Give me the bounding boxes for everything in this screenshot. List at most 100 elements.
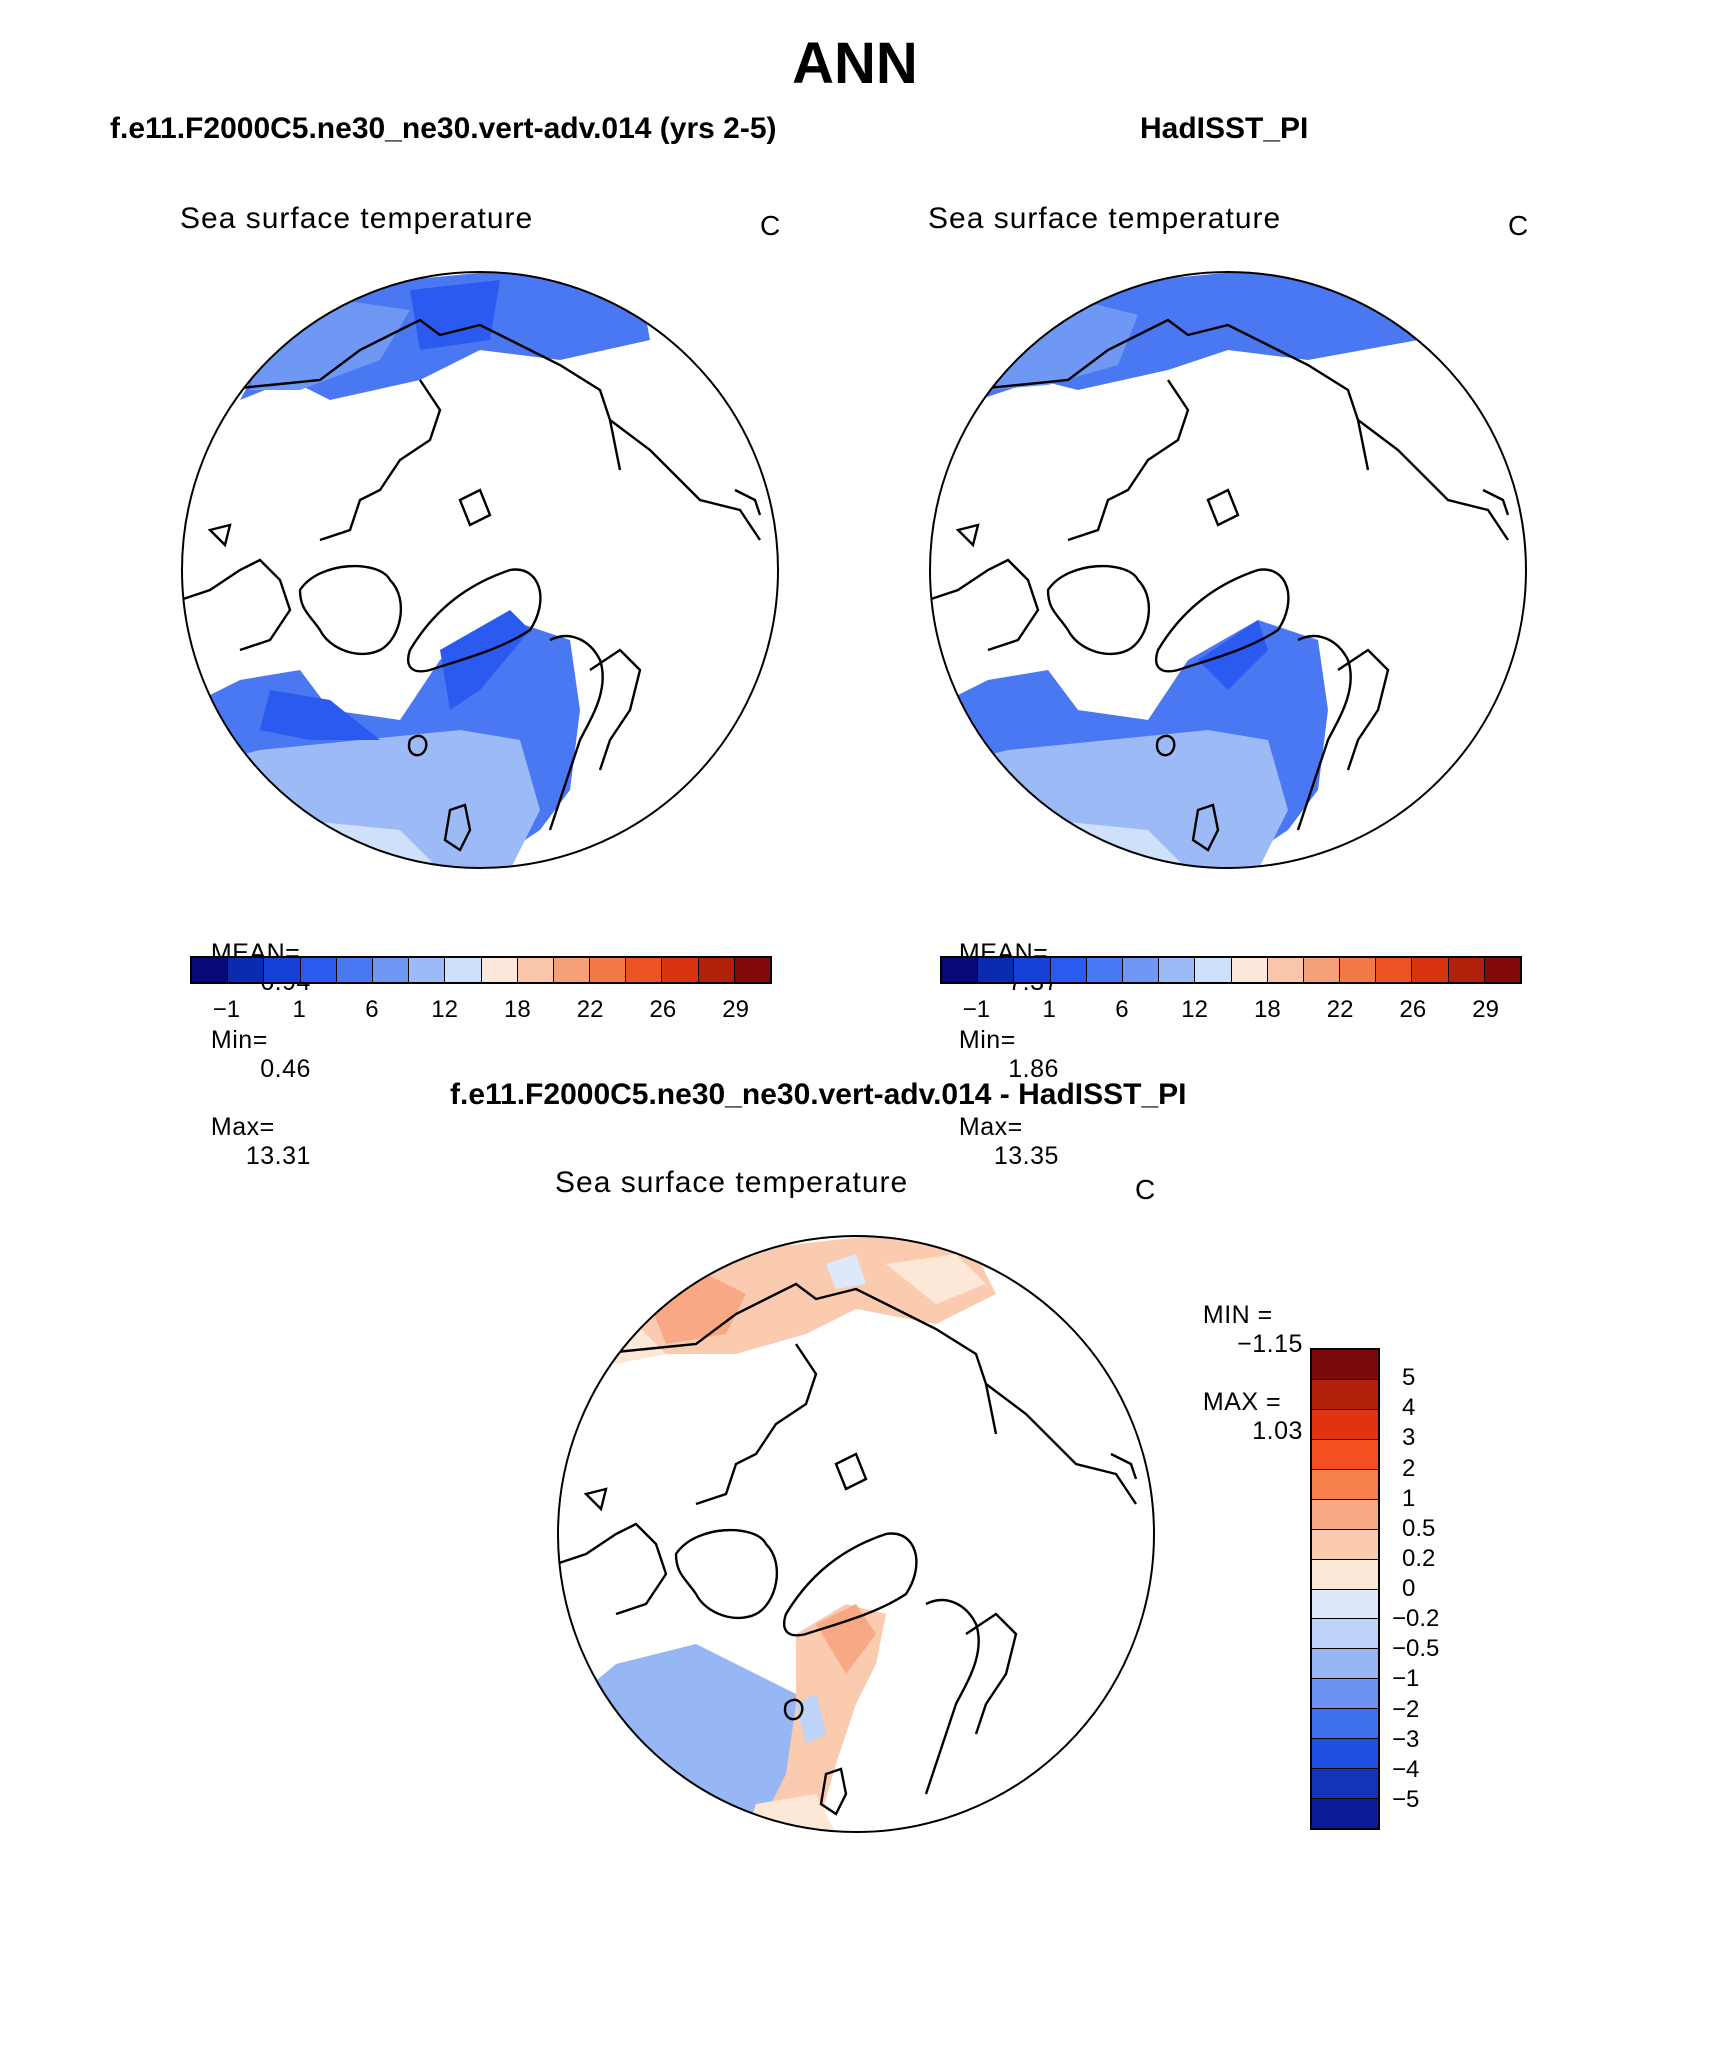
panel-2-units: C bbox=[1508, 210, 1529, 241]
panel-1-colorbar-swatch bbox=[698, 958, 735, 982]
panel-1-units: C bbox=[760, 210, 781, 241]
diff-colorbar-tick-label: −3 bbox=[1392, 1725, 1420, 1753]
main-title: ANN bbox=[792, 31, 918, 96]
panel-1-colorbar-tick-label: 1 bbox=[292, 996, 306, 1023]
panel-2-colorbar-swatch bbox=[1303, 958, 1341, 982]
panel-2-min: 1.86 bbox=[1008, 1055, 1059, 1083]
panel-2-colorbar-tick-label: 22 bbox=[1326, 996, 1354, 1023]
panel-2-max-label: Max= bbox=[958, 1113, 1023, 1141]
diff-colorbar-tick-label: 0 bbox=[1402, 1575, 1416, 1602]
panel-1-max-label: Max= bbox=[210, 1113, 275, 1141]
diff-colorbar-swatch bbox=[1312, 1559, 1378, 1590]
panel-2-colorbar-swatch bbox=[1484, 958, 1520, 982]
sst-difference-map bbox=[557, 1235, 1155, 1833]
diff-colorbar-tick-label: 0.2 bbox=[1402, 1544, 1436, 1572]
diff-colorbar-swatch bbox=[1312, 1619, 1378, 1650]
panel-1-colorbar-swatch bbox=[662, 958, 699, 982]
panel-1-colorbar-tick-label: 29 bbox=[722, 996, 749, 1023]
panel-2-colorbar-swatch bbox=[1448, 958, 1485, 982]
panel-2-colorbar-swatch bbox=[978, 958, 1015, 982]
diff-colorbar-swatch bbox=[1312, 1529, 1378, 1560]
diff-colorbar-tick-label: 1 bbox=[1402, 1484, 1416, 1512]
diff-variable: Sea surface temperature bbox=[555, 1166, 909, 1199]
diff-colorbar-swatch bbox=[1312, 1649, 1378, 1680]
diff-colorbar-swatch bbox=[1312, 1439, 1378, 1470]
panel-1-colorbar-tick-label: −1 bbox=[212, 996, 241, 1023]
panel-1-min: 0.46 bbox=[260, 1055, 311, 1083]
diff-colorbar-tick-label: 0.5 bbox=[1402, 1514, 1436, 1542]
panel-2-colorbar-labels: −1 1 6 12 18 22 26 29 bbox=[940, 996, 1522, 1026]
panel-1-stats: MEAN= 6.94 Min= 0.46 Max= 13.31 bbox=[196, 910, 311, 1171]
panel-1-colorbar-swatch bbox=[192, 958, 229, 982]
diff-colorbar-swatch bbox=[1312, 1739, 1378, 1770]
panel-1-colorbar-labels: −1 1 6 12 18 22 26 29 bbox=[190, 996, 772, 1026]
panel-1-subtitle: f.e11.F2000C5.ne30_ne30.vert-adv.014 (yr… bbox=[110, 112, 777, 145]
panel-2-stats: MEAN= 7.37 Min= 1.86 Max= 13.35 bbox=[944, 910, 1059, 1171]
panel-2-subtitle: HadISST_PI bbox=[1140, 112, 1309, 145]
panel-2-colorbar-swatch bbox=[1159, 958, 1196, 982]
diff-colorbar-swatch bbox=[1312, 1499, 1378, 1530]
diff-colorbar-tick-label: −5 bbox=[1392, 1785, 1420, 1813]
diff-colorbar-swatch bbox=[1312, 1589, 1378, 1620]
panel-1-colorbar-swatch bbox=[409, 958, 446, 982]
panel-2-colorbar-swatch bbox=[1195, 958, 1232, 982]
diff-max-label: MAX = bbox=[1202, 1388, 1282, 1416]
panel-1-colorbar-swatch bbox=[626, 958, 663, 982]
panel-2-colorbar-swatch bbox=[1014, 958, 1051, 982]
diff-stats: MIN = −1.15 MAX = 1.03 bbox=[1188, 1272, 1303, 1446]
sst-map-observed bbox=[929, 271, 1527, 869]
diff-colorbar-tick-label: 5 bbox=[1402, 1364, 1416, 1392]
panel-2-max: 13.35 bbox=[993, 1142, 1059, 1170]
diff-colorbar-swatch bbox=[1312, 1350, 1378, 1380]
panel-2-colorbar-tick-label: 26 bbox=[1399, 996, 1427, 1023]
panel-2-colorbar-tick-label: 18 bbox=[1254, 996, 1281, 1023]
panel-2-variable: Sea surface temperature bbox=[928, 202, 1282, 235]
panel-1-colorbar-swatch bbox=[336, 958, 373, 982]
panel-2-colorbar-swatch bbox=[1231, 958, 1268, 982]
panel-1-colorbar bbox=[190, 956, 772, 984]
diff-colorbar-swatch bbox=[1312, 1409, 1378, 1440]
panel-1-colorbar-swatch bbox=[517, 958, 554, 982]
panel-1-colorbar-swatch bbox=[228, 958, 265, 982]
diff-colorbar-swatch bbox=[1312, 1469, 1378, 1500]
sst-map-model bbox=[181, 271, 779, 869]
diff-colorbar-tick-label: 2 bbox=[1402, 1454, 1416, 1482]
panel-1-min-label: Min= bbox=[210, 1026, 268, 1054]
panel-1-colorbar-swatch bbox=[264, 958, 301, 982]
panel-2-colorbar-tick-label: 29 bbox=[1472, 996, 1499, 1023]
diff-colorbar-tick-label: 4 bbox=[1402, 1394, 1416, 1422]
panel-2-colorbar-swatch bbox=[942, 958, 979, 982]
panel-2-colorbar-swatch bbox=[1050, 958, 1087, 982]
panel-2-colorbar-swatch bbox=[1086, 958, 1123, 982]
diff-colorbar-tick-label: −1 bbox=[1392, 1665, 1420, 1693]
diff-colorbar-tick-label: 3 bbox=[1402, 1424, 1416, 1452]
panel-2-colorbar-tick-label: 1 bbox=[1042, 996, 1056, 1023]
diff-colorbar-swatch bbox=[1312, 1379, 1378, 1410]
panel-2-colorbar-swatch bbox=[1267, 958, 1304, 982]
diff-colorbar-tick-label: −2 bbox=[1392, 1695, 1420, 1723]
panel-2-min-label: Min= bbox=[958, 1026, 1016, 1054]
panel-1-colorbar-tick-label: 26 bbox=[649, 996, 677, 1023]
diff-colorbar-labels: 5 4 3 2 1 0.5 0.2 0 −0.2 −0.5 −1 −2 −3 −4 −5 bbox=[1392, 1348, 1472, 1830]
diff-colorbar-tick-label: −4 bbox=[1392, 1755, 1420, 1783]
panel-2-colorbar-tick-label: 12 bbox=[1181, 996, 1208, 1023]
panel-2-colorbar-swatch bbox=[1122, 958, 1160, 982]
panel-1-colorbar-tick-label: 6 bbox=[365, 996, 379, 1023]
panel-1-colorbar-swatch bbox=[300, 958, 337, 982]
diff-colorbar-swatch bbox=[1312, 1709, 1378, 1740]
panel-1-colorbar-swatch bbox=[590, 958, 627, 982]
panel-1-colorbar-swatch bbox=[372, 958, 410, 982]
diff-subtitle: f.e11.F2000C5.ne30_ne30.vert-adv.014 - H… bbox=[450, 1078, 1187, 1111]
diff-units: C bbox=[1135, 1174, 1156, 1205]
panel-1-variable: Sea surface temperature bbox=[180, 202, 534, 235]
panel-1-colorbar-tick-label: 12 bbox=[431, 996, 458, 1023]
diff-min: −1.15 bbox=[1237, 1330, 1303, 1358]
diff-colorbar-swatch bbox=[1312, 1799, 1378, 1828]
diff-colorbar-swatch bbox=[1312, 1679, 1378, 1710]
panel-2-colorbar-swatch bbox=[1376, 958, 1413, 982]
panel-1-colorbar-swatch bbox=[445, 958, 482, 982]
diff-colorbar-swatch bbox=[1312, 1769, 1378, 1800]
panel-2-colorbar-swatch bbox=[1340, 958, 1377, 982]
diff-colorbar-tick-label: −0.5 bbox=[1392, 1635, 1440, 1663]
panel-2-colorbar-swatch bbox=[1412, 958, 1449, 982]
